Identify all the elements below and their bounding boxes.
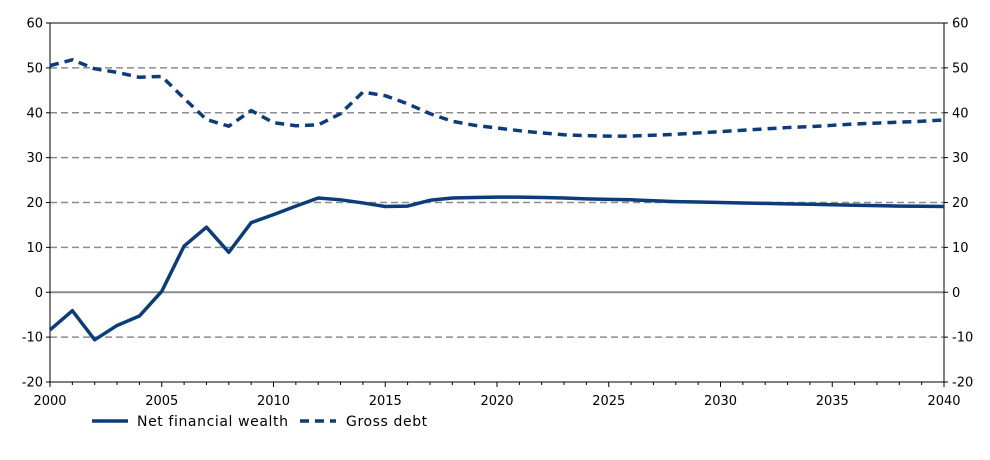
x-tick-label: 2015 xyxy=(369,394,402,409)
series-lines xyxy=(48,58,945,342)
x-tick-label: 2040 xyxy=(927,394,960,409)
tick-labels: -20-100102030405060-20-10010203040506020… xyxy=(22,17,973,410)
legend: Net financial wealth Gross debt xyxy=(92,414,428,430)
x-tick-label: 2025 xyxy=(592,394,625,409)
y-tick-label-left: 40 xyxy=(26,106,43,121)
series-line-net-financial-wealth xyxy=(48,195,945,342)
y-tick-label-left: 10 xyxy=(26,241,43,256)
axes xyxy=(46,22,948,387)
y-tick-label-right: 40 xyxy=(952,106,969,121)
y-tick-label-right: 20 xyxy=(952,196,969,211)
y-tick-label-right: 0 xyxy=(952,286,960,301)
y-tick-label-right: 60 xyxy=(952,17,969,32)
x-tick-label: 2010 xyxy=(257,394,290,409)
y-tick-label-right: 50 xyxy=(952,61,969,76)
series-line-gross-debt xyxy=(49,58,945,138)
y-tick-label-left: 50 xyxy=(26,61,43,76)
y-tick-label-right: -20 xyxy=(952,376,973,391)
legend-label-gross-debt: Gross debt xyxy=(346,414,428,430)
y-tick-label-right: -10 xyxy=(952,331,973,346)
x-tick-label: 2030 xyxy=(704,394,737,409)
legend-label-net-financial-wealth: Net financial wealth xyxy=(137,414,289,430)
x-tick-label: 2020 xyxy=(480,394,513,409)
y-tick-label-left: 30 xyxy=(26,151,43,166)
y-tick-label-right: 30 xyxy=(952,151,969,166)
y-tick-label-left: -20 xyxy=(22,376,43,391)
grid-lines xyxy=(50,67,944,338)
x-tick-label: 2000 xyxy=(33,394,66,409)
y-tick-label-left: 60 xyxy=(26,17,43,32)
x-tick-label: 2005 xyxy=(145,394,178,409)
y-tick-label-left: -10 xyxy=(22,331,43,346)
y-tick-label-right: 10 xyxy=(952,241,969,256)
y-tick-label-left: 0 xyxy=(35,286,43,301)
y-tick-label-left: 20 xyxy=(26,196,43,211)
x-tick-label: 2035 xyxy=(816,394,849,409)
